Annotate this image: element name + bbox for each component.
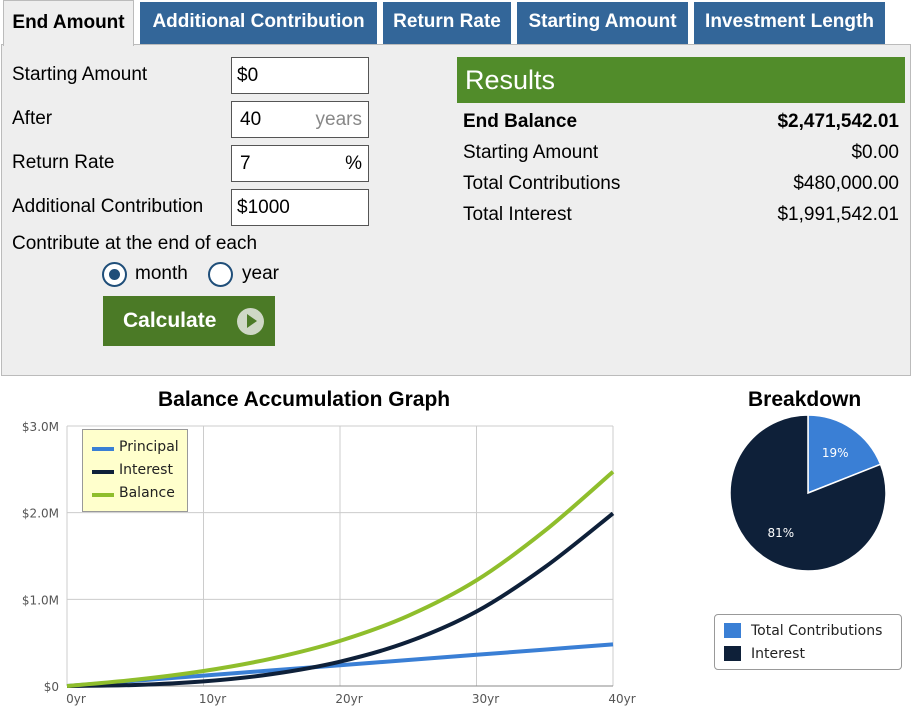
result-label: Total Interest <box>463 204 572 225</box>
interest-line <box>66 511 615 688</box>
return-rate-label: Return Rate <box>12 152 115 173</box>
result-value: $2,471,542.01 <box>777 111 899 132</box>
result-value: $0.00 <box>851 142 899 163</box>
breakdown-title: Breakdown <box>748 388 862 411</box>
balance-swatch <box>92 493 114 497</box>
balance-line <box>66 470 615 688</box>
tab-investment-length[interactable]: Investment Length <box>694 2 885 44</box>
legend-interest: Interest <box>119 462 173 478</box>
additional-contribution-value: $1000 <box>237 197 290 218</box>
tab-return-rate[interactable]: Return Rate <box>383 2 511 44</box>
years-value: 40 <box>240 109 262 130</box>
calculate-button[interactable]: Calculate <box>103 296 275 346</box>
y-tick-label: $0 <box>44 680 59 694</box>
return-rate-value: 7 <box>240 153 251 174</box>
percent-unit: % <box>345 153 362 174</box>
contributions-swatch <box>724 623 741 638</box>
play-arrow-icon <box>237 308 264 335</box>
balance-graph-title: Balance Accumulation Graph <box>158 388 451 411</box>
interest-swatch <box>92 470 114 474</box>
x-tick-label: 10yr <box>199 692 226 706</box>
pie-slice-label: 19% <box>822 446 849 460</box>
years-input[interactable]: 40 years <box>231 101 369 138</box>
years-unit: years <box>315 109 362 130</box>
result-label: End Balance <box>463 111 578 132</box>
month-radio-label[interactable]: month <box>135 263 188 284</box>
x-tick-label: 0yr <box>66 692 86 706</box>
x-tick-label: 20yr <box>335 692 362 706</box>
result-row-total-interest: Total Interest $1,991,542.01 <box>463 204 899 230</box>
result-row-end-balance: End Balance $2,471,542.01 <box>463 111 899 137</box>
results-title: Results <box>457 57 905 103</box>
legend-balance: Balance <box>119 485 175 501</box>
pie-slice-label: 81% <box>767 526 794 540</box>
legend-interest-pie: Interest <box>751 646 805 662</box>
legend-principal: Principal <box>119 439 179 455</box>
calculator-panel: Starting Amount $0 After 40 years Return… <box>1 44 911 376</box>
tab-end-amount[interactable]: End Amount <box>3 0 134 46</box>
result-label: Total Contributions <box>463 173 621 194</box>
breakdown-legend: Total Contributions Interest <box>714 614 902 670</box>
starting-amount-value: $0 <box>237 65 259 86</box>
additional-contribution-input[interactable]: $1000 <box>231 189 369 226</box>
tab-additional-contribution[interactable]: Additional Contribution <box>140 2 377 44</box>
y-tick-label: $3.0M <box>22 420 59 434</box>
result-label: Starting Amount <box>463 142 599 163</box>
y-tick-label: $1.0M <box>22 593 59 607</box>
year-radio-label[interactable]: year <box>242 263 279 284</box>
interest-pie-swatch <box>724 646 741 661</box>
after-label: After <box>12 108 53 129</box>
starting-amount-input[interactable]: $0 <box>231 57 369 94</box>
contribute-timing-label: Contribute at the end of each <box>12 233 258 254</box>
result-row-total-contributions: Total Contributions $480,000.00 <box>463 173 899 199</box>
breakdown-pie-chart: 19% 81% <box>729 414 887 572</box>
principal-swatch <box>92 447 114 451</box>
line-chart-legend: Principal Interest Balance <box>82 429 188 512</box>
additional-contribution-label: Additional Contribution <box>12 196 204 217</box>
pie-slice-contributions <box>807 414 882 495</box>
starting-amount-label: Starting Amount <box>12 64 148 85</box>
x-tick-label: 40yr <box>608 692 635 706</box>
y-tick-label: $2.0M <box>22 507 59 521</box>
tab-starting-amount[interactable]: Starting Amount <box>517 2 688 44</box>
x-tick-label: 30yr <box>472 692 499 706</box>
tab-bar: End Amount Additional Contribution Retur… <box>0 0 912 46</box>
result-value: $480,000.00 <box>793 173 899 194</box>
month-radio[interactable] <box>102 262 127 287</box>
result-row-starting-amount: Starting Amount $0.00 <box>463 142 899 168</box>
legend-total-contributions: Total Contributions <box>751 623 883 639</box>
return-rate-input[interactable]: 7 % <box>231 145 369 182</box>
result-value: $1,991,542.01 <box>777 204 899 225</box>
year-radio[interactable] <box>208 262 233 287</box>
calculate-button-label: Calculate <box>123 309 217 332</box>
pie-slice-interest <box>729 414 887 572</box>
